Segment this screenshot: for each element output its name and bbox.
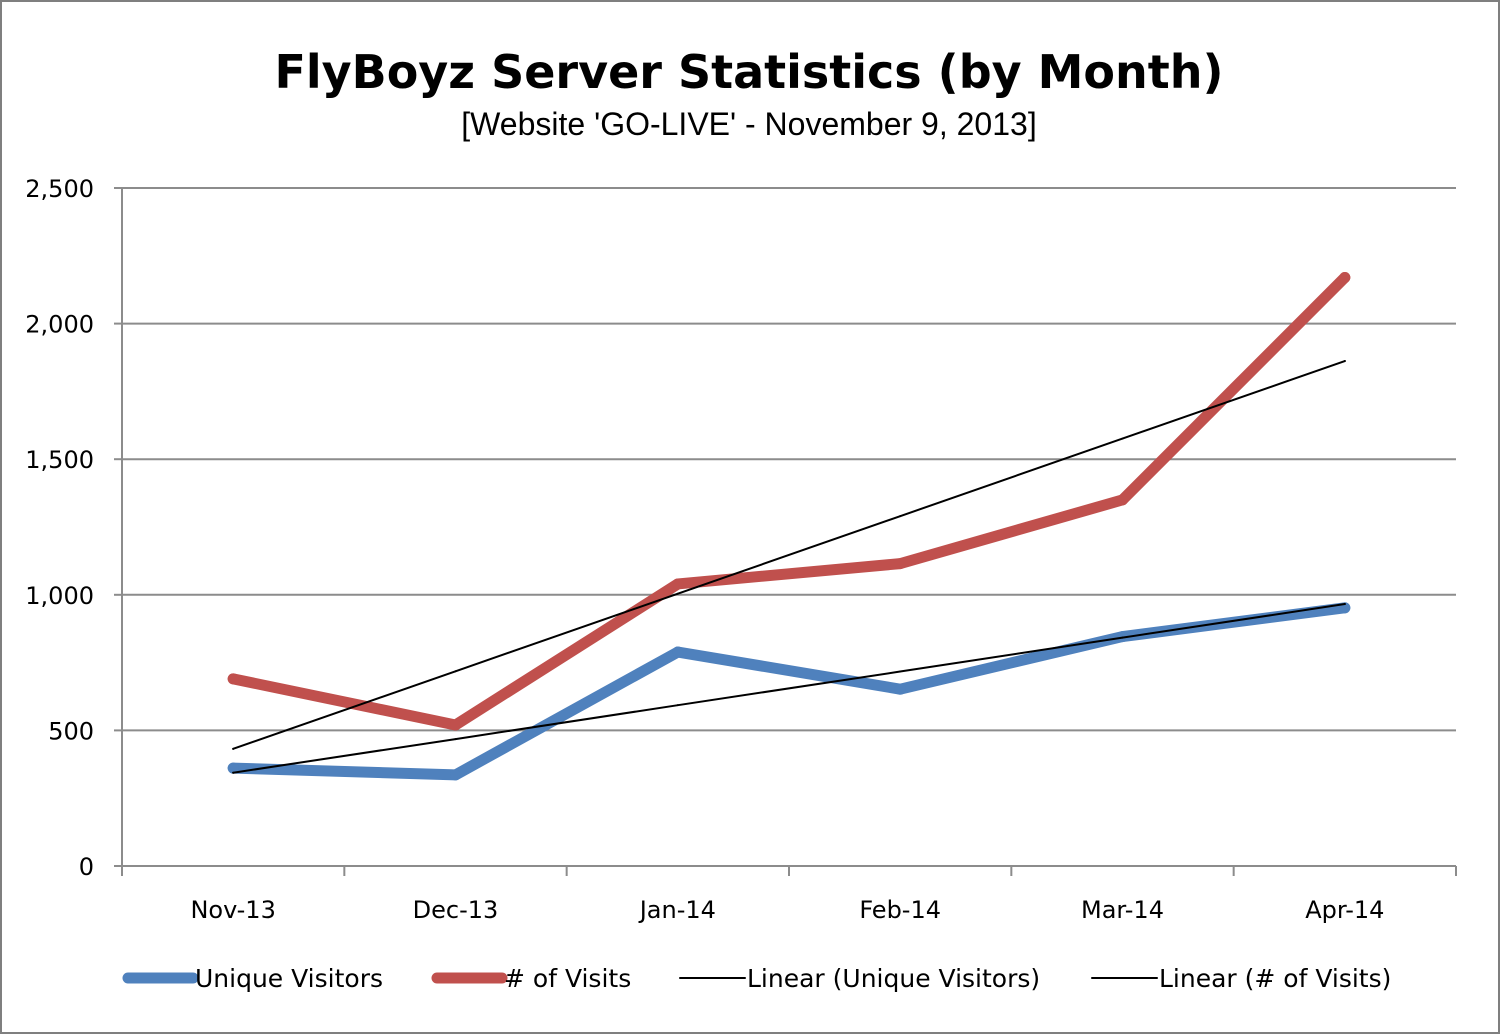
data-point — [1117, 494, 1128, 506]
data-point — [227, 673, 239, 685]
x-axis-ticks: Nov-13 Dec-13 Jan-14 Feb-14 Mar-14 Apr-14 — [121, 866, 1457, 924]
legend-label: Unique Visitors — [195, 964, 383, 993]
x-tick-label: Feb-14 — [859, 896, 941, 924]
chart-title: FlyBoyz Server Statistics (by Month) — [274, 45, 1223, 99]
data-point — [1121, 437, 1124, 440]
data-point — [232, 747, 235, 750]
y-tick-label: 500 — [48, 717, 94, 745]
gridlines — [122, 187, 1456, 732]
y-tick-label: 1,000 — [25, 582, 94, 610]
data-point — [676, 592, 679, 595]
legend-label: Linear (Unique Visitors) — [747, 964, 1040, 993]
y-tick-label: 2,500 — [25, 175, 94, 203]
x-tick-label: Apr-14 — [1305, 896, 1384, 924]
series-line-3 — [232, 360, 1346, 750]
data-point — [1121, 636, 1124, 639]
data-point — [1343, 603, 1346, 606]
data-point — [672, 578, 684, 590]
data-point — [454, 738, 457, 741]
y-tick-label: 2,000 — [25, 311, 94, 339]
data-point — [1339, 271, 1351, 283]
data-point — [672, 646, 684, 658]
chart-subtitle: [Website 'GO-LIVE' - November 9, 2013] — [461, 106, 1036, 142]
x-tick-label: Mar-14 — [1081, 896, 1164, 924]
legend-label: # of Visits — [504, 964, 631, 993]
legend-label: Linear (# of Visits) — [1159, 964, 1391, 993]
x-tick-label: Dec-13 — [413, 896, 499, 924]
y-tick-label: 0 — [79, 853, 94, 881]
x-tick-label: Jan-14 — [638, 896, 716, 924]
series-lines — [227, 271, 1351, 781]
data-point — [454, 670, 457, 673]
data-point — [232, 771, 235, 774]
y-axis-ticks: 0 500 1,000 1,500 2,000 2,500 — [25, 175, 122, 881]
y-tick-label: 1,500 — [25, 446, 94, 474]
data-point — [227, 762, 239, 774]
series-line-1 — [227, 271, 1351, 731]
data-point — [894, 683, 906, 695]
data-point — [1117, 631, 1128, 643]
data-point — [899, 670, 902, 673]
data-point — [894, 558, 906, 570]
data-point — [676, 704, 679, 707]
series-line-2 — [232, 603, 1346, 774]
data-point — [450, 769, 461, 781]
x-tick-label: Nov-13 — [190, 896, 275, 924]
data-point — [899, 515, 902, 518]
legend: Unique Visitors # of Visits Linear (Unique… — [122, 964, 1391, 993]
data-point — [1343, 360, 1346, 363]
data-point — [450, 719, 461, 731]
